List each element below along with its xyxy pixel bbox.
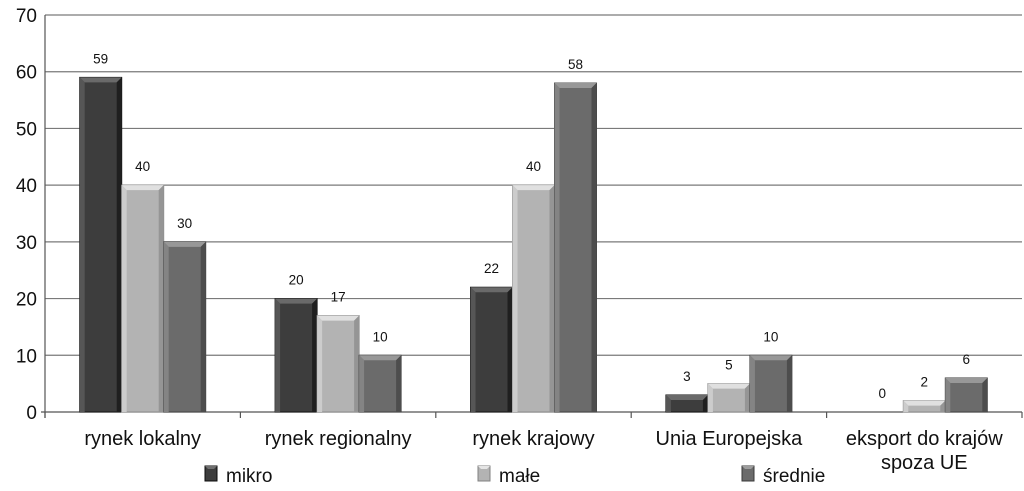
bar-bevel-left <box>163 241 169 412</box>
bar-bevel-top <box>121 185 164 191</box>
bar <box>554 82 597 413</box>
y-tick-label: 30 <box>16 233 37 254</box>
category-label: Unia Europejska <box>656 428 804 450</box>
bar-bevel-right <box>354 315 360 412</box>
bar-bevel-top <box>707 383 750 389</box>
bar <box>944 377 988 413</box>
data-label: 20 <box>289 273 304 288</box>
data-label: 40 <box>135 159 150 174</box>
data-label: 0 <box>879 386 887 401</box>
category-label: eksport do krajów <box>846 428 1003 450</box>
bar-bevel-right <box>744 383 750 412</box>
bar-bevel-left <box>359 355 365 412</box>
data-label: 2 <box>921 375 929 390</box>
bar-bevel-right <box>158 185 164 412</box>
y-tick-label: 70 <box>16 6 37 27</box>
bar-bevel-top <box>163 241 206 247</box>
bar-bevel-left <box>470 287 476 412</box>
bar-bevel-left <box>317 315 323 412</box>
bar-bevel-left <box>121 185 127 412</box>
bar-bevel-right <box>200 241 206 412</box>
legend-label: małe <box>499 466 540 487</box>
bar <box>79 76 123 413</box>
bar-bevel-right <box>312 298 318 412</box>
data-label: 40 <box>526 159 541 174</box>
category-label: rynek krajowy <box>472 428 594 450</box>
bar-bevel-right <box>116 77 122 412</box>
data-label: 58 <box>568 57 583 72</box>
y-tick-label: 60 <box>16 63 37 84</box>
bar <box>163 241 207 413</box>
data-label: 10 <box>763 329 778 344</box>
bar-bevel-left <box>554 83 560 413</box>
bar <box>121 184 165 413</box>
bar <box>316 315 360 413</box>
y-tick-label: 50 <box>16 119 37 140</box>
bar-bevel-left <box>749 355 755 412</box>
bar-bevel-right <box>591 83 597 413</box>
category-label: rynek regionalny <box>265 428 412 450</box>
legend: mikro małe średnie <box>204 465 825 487</box>
y-tick-label: 10 <box>16 346 37 367</box>
bar-bevel-left <box>945 377 951 412</box>
bar-bevel-right <box>786 355 792 412</box>
bar <box>512 184 555 413</box>
bar-bevel-top <box>945 377 988 383</box>
legend-swatch-bevel <box>205 466 217 469</box>
bar-bevel-right <box>396 355 402 412</box>
y-tick-label: 40 <box>16 176 37 197</box>
bar <box>749 354 793 413</box>
bar-bevel-right <box>507 287 513 412</box>
bar-bevel-top <box>665 394 708 400</box>
bar-bevel-top <box>79 77 122 83</box>
data-label: 3 <box>683 369 691 384</box>
data-labels: 59 40 30 20 17 10 22 40 58 3 5 10 0 2 6 <box>93 51 970 401</box>
data-label: 22 <box>484 261 499 276</box>
bar-bevel-top <box>470 287 513 293</box>
data-label: 10 <box>373 329 388 344</box>
category-label: spoza UE <box>881 452 968 474</box>
bar-bevel-left <box>903 400 909 412</box>
bar-bevel-right <box>549 185 555 412</box>
bar-bevel-top <box>359 355 402 361</box>
bar-bevel-left <box>707 383 713 412</box>
bar-bevel-right <box>940 400 946 412</box>
bar-bevel-right <box>702 394 708 412</box>
bars <box>79 76 988 413</box>
legend-swatch-bevel <box>742 466 754 469</box>
y-tick-label: 20 <box>16 290 37 311</box>
bar-bevel-left <box>665 394 671 412</box>
bar-bevel-right <box>982 377 988 412</box>
bar-bevel-top <box>749 355 792 361</box>
bar-bevel-top <box>512 185 555 191</box>
data-label: 59 <box>93 51 108 66</box>
legend-label: mikro <box>226 466 272 487</box>
data-label: 17 <box>331 290 346 305</box>
legend-swatch-bevel <box>478 466 490 469</box>
data-label: 5 <box>725 358 733 373</box>
category-label: rynek lokalny <box>84 428 201 450</box>
y-tick-label: 0 <box>26 403 37 424</box>
bar <box>358 354 402 413</box>
bar-bevel-top <box>275 298 318 304</box>
bar-bevel-top <box>903 400 946 406</box>
bar-bevel-left <box>79 77 85 412</box>
legend-label: średnie <box>763 466 825 487</box>
bar-bevel-left <box>512 185 518 412</box>
bar <box>470 286 513 413</box>
bar-bevel-top <box>317 315 360 321</box>
bar <box>274 298 318 413</box>
bar-bevel-left <box>275 298 281 412</box>
data-label: 30 <box>177 216 192 231</box>
bar-bevel-top <box>554 83 597 89</box>
data-label: 6 <box>963 352 971 367</box>
